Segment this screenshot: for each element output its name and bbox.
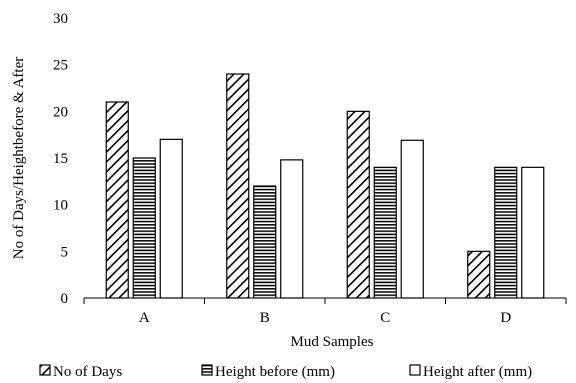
bar-A-series-3	[159, 138, 183, 299]
bar-C-series-1	[346, 110, 370, 299]
y-axis-ticks: 0 5 10 15 20 25 30	[53, 11, 68, 307]
legend-swatch	[39, 364, 51, 376]
legend-item-1: No of Days	[39, 364, 122, 380]
x-axis-ticks: A B C D	[139, 310, 512, 326]
x-axis-title: Mud Samples	[291, 334, 374, 350]
y-tick-label: 0	[61, 291, 69, 307]
y-axis-title: No of Days/Heightbefore & After	[11, 57, 27, 259]
legend-swatch	[409, 364, 421, 376]
bar-C-series-3	[400, 139, 424, 299]
bar-B-series-3	[280, 159, 304, 299]
legend-label: No of Days	[53, 364, 122, 380]
x-axis	[83, 297, 567, 304]
y-tick-label: 20	[53, 104, 68, 120]
x-tick-label-a: A	[139, 310, 150, 326]
legend-label: Height after (mm)	[423, 364, 532, 380]
legend-swatch	[201, 364, 213, 376]
bar-A-series-1	[105, 101, 129, 299]
bar-C-series-2	[373, 166, 397, 299]
legend-item-3: Height after (mm)	[409, 364, 532, 380]
bar-B-series-1	[226, 73, 250, 299]
y-tick-label: 25	[53, 58, 68, 74]
x-tick-label-c: C	[380, 310, 390, 326]
bar-B-series-2	[253, 185, 277, 299]
bar-D-series-1	[467, 250, 491, 299]
legend-label: Height before (mm)	[215, 364, 335, 380]
x-tick-label-b: B	[260, 310, 270, 326]
y-tick-label: 5	[61, 244, 69, 260]
bar-A-series-2	[132, 157, 156, 299]
bar-D-series-3	[521, 166, 545, 299]
y-tick-label: 30	[53, 11, 68, 27]
x-tick-label-d: D	[500, 310, 511, 326]
y-tick-label: 15	[53, 151, 68, 167]
legend: No of Days Height before (mm) Height after…	[39, 364, 532, 380]
y-tick-label: 10	[53, 198, 68, 214]
bars	[105, 73, 545, 299]
legend-item-2: Height before (mm)	[201, 364, 335, 380]
bar-D-series-2	[494, 166, 518, 299]
